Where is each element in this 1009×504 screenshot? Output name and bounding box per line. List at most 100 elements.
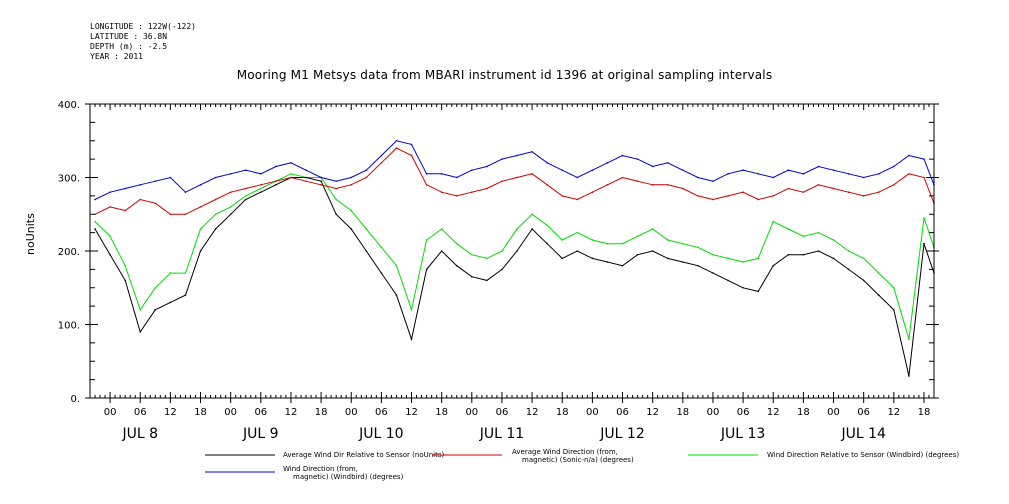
legend-entry-line: magnetic) (Sonic-n/a) (degrees) — [522, 456, 634, 464]
data-point — [923, 242, 925, 245]
data-point — [742, 191, 744, 193]
data-point — [94, 220, 96, 223]
data-point — [787, 253, 790, 256]
data-point — [561, 169, 564, 171]
year-text: YEAR : 2011 — [90, 52, 143, 61]
data-point — [757, 173, 759, 175]
data-point — [697, 176, 699, 179]
data-point — [606, 184, 609, 186]
x-tick-label: 06 — [375, 407, 388, 418]
data-point — [410, 154, 413, 157]
data-point — [380, 272, 383, 274]
data-point — [440, 173, 443, 175]
data-point — [184, 213, 187, 216]
data-point — [139, 198, 142, 201]
data-point — [365, 176, 368, 179]
data-point — [802, 173, 805, 175]
x-tick-label: 06 — [616, 407, 629, 418]
data-point — [109, 235, 111, 238]
data-point — [290, 162, 292, 164]
data-point — [350, 228, 353, 230]
data-point — [561, 195, 564, 197]
chart-title: Mooring M1 Metsys data from MBARI instru… — [236, 68, 773, 82]
data-point — [621, 242, 624, 245]
data-point — [908, 375, 910, 377]
data-point — [184, 191, 187, 193]
data-point — [546, 224, 548, 227]
data-point — [199, 206, 202, 208]
data-point — [908, 154, 910, 157]
data-point — [757, 290, 759, 293]
data-point — [531, 228, 533, 230]
x-tick-label: 12 — [405, 407, 418, 418]
data-point — [486, 165, 488, 168]
data-point — [244, 187, 247, 190]
plot-frame — [89, 103, 935, 399]
data-point — [832, 169, 835, 171]
data-point — [516, 250, 518, 252]
x-tick-label: 00 — [345, 407, 358, 418]
data-point — [109, 253, 111, 256]
x-tick-label: 18 — [797, 407, 810, 418]
data-point — [666, 184, 669, 186]
data-point — [772, 264, 775, 267]
data-point — [847, 173, 850, 175]
data-point — [425, 268, 428, 271]
data-point — [727, 279, 729, 282]
data-point — [440, 191, 443, 193]
legend-entry-line: Average Wind Dir Relative to Sensor (noU… — [283, 451, 444, 459]
y-tick-label: 400. — [58, 100, 80, 111]
data-point — [787, 169, 790, 171]
data-point — [772, 176, 775, 179]
legend-entry: Wind Direction (from, magnetic) (Windbird… — [283, 465, 404, 481]
data-point — [335, 187, 337, 190]
data-point — [621, 176, 624, 179]
data-point — [591, 169, 594, 171]
data-point — [666, 162, 669, 164]
data-point — [832, 257, 835, 260]
x-tick-label: 12 — [767, 407, 780, 418]
data-point — [727, 173, 729, 175]
data-point — [516, 176, 518, 179]
data-point — [455, 195, 458, 197]
legend-entry-line: Average Wind Direction (from, — [512, 448, 618, 456]
data-point — [290, 176, 292, 179]
data-point — [501, 268, 503, 271]
data-point — [576, 176, 579, 179]
data-point — [591, 239, 594, 241]
x-tick-label: 06 — [496, 407, 509, 418]
y-tick-label: 0. — [70, 394, 80, 405]
data-point — [606, 261, 609, 263]
depth-text: DEPTH (m) : -2.5 — [90, 42, 168, 51]
data-point — [199, 250, 202, 252]
data-point — [154, 286, 157, 289]
x-tick-label: 00 — [104, 407, 117, 418]
data-point — [365, 228, 368, 230]
data-point — [260, 187, 262, 190]
data-point — [531, 173, 533, 175]
data-point — [440, 250, 443, 252]
y-tick-label: 100. — [58, 321, 80, 332]
data-point — [531, 213, 533, 216]
data-point — [486, 187, 488, 190]
data-point — [817, 231, 820, 234]
data-point — [395, 147, 398, 149]
data-point — [666, 257, 669, 260]
day-label: JUL 12 — [599, 426, 644, 442]
data-point — [139, 184, 142, 186]
data-point — [380, 246, 383, 249]
data-point — [727, 257, 729, 260]
data-point — [682, 242, 684, 245]
x-tick-label: 06 — [134, 407, 147, 418]
data-point — [893, 286, 895, 289]
x-tick-label: 18 — [315, 407, 328, 418]
data-point — [546, 184, 548, 186]
x-tick-label: 06 — [857, 407, 870, 418]
data-point — [651, 250, 654, 252]
data-point — [335, 213, 337, 216]
data-point — [139, 331, 142, 333]
data-point — [350, 209, 353, 212]
data-point — [124, 279, 126, 282]
data-point — [877, 173, 880, 175]
data-point — [395, 139, 398, 142]
